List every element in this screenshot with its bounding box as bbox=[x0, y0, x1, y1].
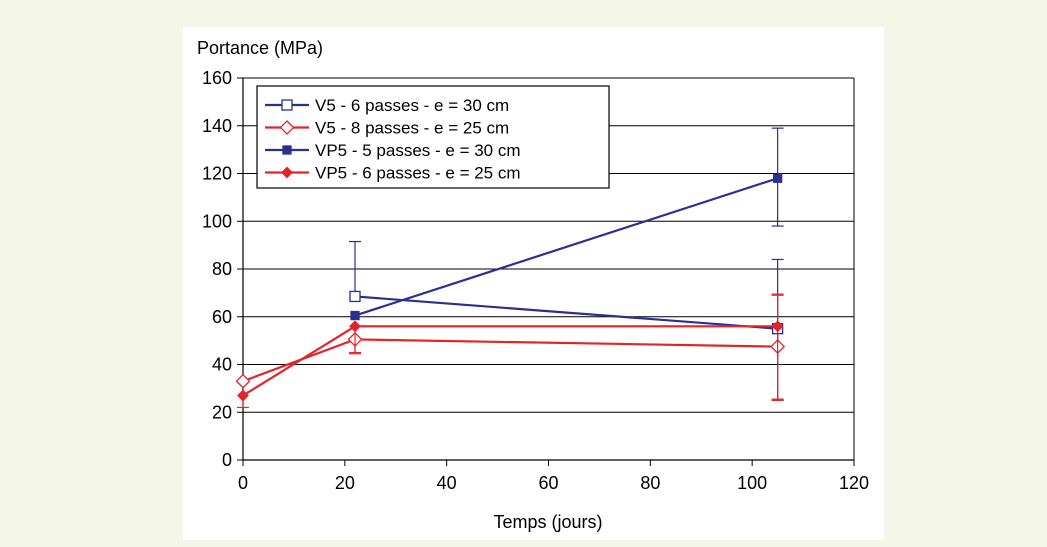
legend-swatch-marker bbox=[282, 145, 292, 155]
x-tick-label: 120 bbox=[839, 473, 869, 493]
data-point bbox=[772, 173, 783, 183]
y-tick-label: 140 bbox=[202, 116, 232, 136]
y-tick-label: 160 bbox=[202, 68, 232, 88]
x-tick-label: 80 bbox=[640, 473, 660, 493]
series-2 bbox=[235, 293, 786, 400]
x-tick-label: 100 bbox=[737, 473, 767, 493]
legend-label: V5 - 6 passes - e = 30 cm bbox=[315, 96, 509, 115]
series-line bbox=[242, 325, 778, 397]
y-tick-label: 60 bbox=[212, 307, 232, 327]
legend-box bbox=[256, 85, 610, 189]
legend-swatch-marker bbox=[281, 166, 293, 179]
y-axis-title: Portance (MPa) bbox=[197, 38, 323, 58]
series-layer bbox=[235, 127, 786, 409]
legend-label: VP5 - 5 passes - e = 30 cm bbox=[315, 141, 521, 160]
data-point bbox=[350, 310, 360, 321]
x-axis-title: Temps (jours) bbox=[493, 512, 602, 532]
legend: V5 - 6 passes - e = 30 cm V5 - 8 passes -… bbox=[256, 85, 610, 189]
data-point bbox=[237, 389, 249, 402]
data-point bbox=[771, 320, 784, 333]
series-line bbox=[354, 295, 778, 330]
legend-swatch-marker bbox=[279, 120, 295, 135]
series-line bbox=[354, 177, 778, 317]
line-chart: Portance (MPa) Temps (jours) 0 20 40 60 80 10… bbox=[197, 38, 869, 532]
chart-panel: Portance (MPa) Temps (jours) 0 20 40 60 80 10… bbox=[183, 27, 884, 540]
data-point bbox=[349, 290, 361, 303]
y-tick-label: 80 bbox=[212, 259, 232, 279]
y-tick-label: 0 bbox=[222, 450, 232, 470]
data-point bbox=[235, 373, 251, 389]
series-4 bbox=[237, 294, 784, 409]
y-tick-label: 120 bbox=[202, 164, 232, 184]
y-tick-label: 20 bbox=[212, 402, 232, 422]
x-tick-label: 40 bbox=[437, 473, 457, 493]
legend-label: VP5 - 6 passes - e = 25 cm bbox=[315, 164, 521, 183]
x-tick-label: 0 bbox=[238, 473, 248, 493]
series-1 bbox=[349, 240, 784, 401]
x-tick-label: 60 bbox=[538, 473, 558, 493]
axes-layer: 0 20 40 60 80 100 120 140 160 0 20 40 60 80 100 120 bbox=[202, 68, 869, 493]
y-tick-label: 100 bbox=[202, 211, 232, 231]
data-point bbox=[349, 320, 361, 333]
y-tick-label: 40 bbox=[212, 355, 232, 375]
legend-label: V5 - 8 passes - e = 25 cm bbox=[315, 119, 509, 138]
series-3 bbox=[350, 127, 784, 321]
x-tick-label: 20 bbox=[335, 473, 355, 493]
legend-swatch-marker bbox=[281, 99, 293, 111]
